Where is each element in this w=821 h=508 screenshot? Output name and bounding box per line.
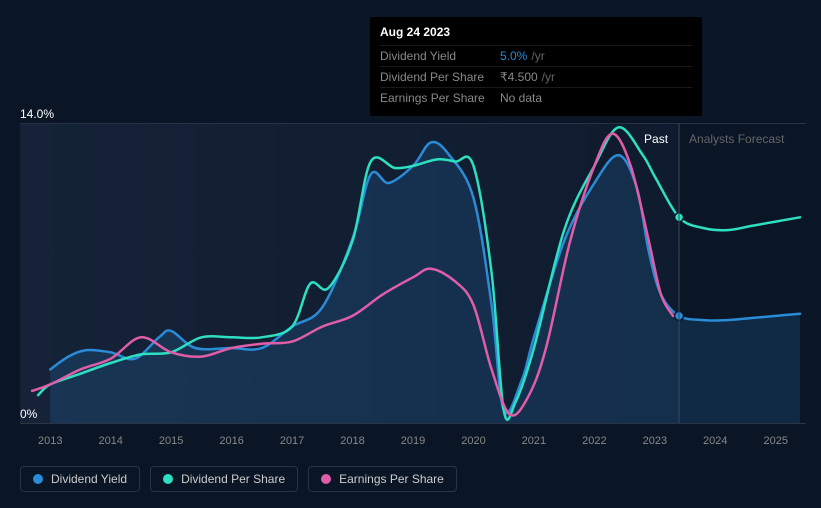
x-axis-tick: 2017 (280, 435, 304, 447)
tooltip-row-value: 5.0% (500, 49, 527, 63)
tooltip-row-unit: /yr (531, 49, 544, 63)
tooltip-row-label: Dividend Per Share (380, 70, 500, 84)
tooltip-row-label: Dividend Yield (380, 49, 500, 63)
chart-container: 14.0% 0% Past Analysts Forecast 2013 2014… (0, 0, 821, 508)
tooltip-row-value: No data (500, 91, 542, 105)
x-axis-tick: 2015 (159, 435, 183, 447)
legend-item-dividend-yield[interactable]: Dividend Yield (20, 466, 140, 492)
x-axis-tick: 2020 (461, 435, 485, 447)
x-axis-tick: 2021 (522, 435, 546, 447)
tooltip-row: Dividend Per Share ₹4.500 /yr (380, 66, 692, 87)
y-axis-min-label: 0% (20, 407, 37, 421)
x-axis-tick: 2016 (219, 435, 243, 447)
chart-legend: Dividend Yield Dividend Per Share Earnin… (20, 466, 457, 492)
legend-dot-icon (163, 474, 173, 484)
legend-item-label: Earnings Per Share (339, 472, 444, 486)
y-axis-max-label: 14.0% (20, 107, 54, 121)
gridline-bottom (20, 423, 806, 424)
past-label: Past (644, 132, 668, 146)
tooltip-row-label: Earnings Per Share (380, 91, 500, 105)
tooltip-date: Aug 24 2023 (380, 25, 692, 39)
x-axis-tick: 2013 (38, 435, 62, 447)
x-axis-tick: 2024 (703, 435, 727, 447)
tooltip-row: Dividend Yield 5.0% /yr (380, 45, 692, 66)
legend-item-label: Dividend Per Share (181, 472, 285, 486)
legend-dot-icon (33, 474, 43, 484)
forecast-label: Analysts Forecast (689, 132, 784, 146)
tooltip-row-value: ₹4.500 (500, 70, 538, 84)
legend-dot-icon (321, 474, 331, 484)
x-axis-tick: 2018 (340, 435, 364, 447)
legend-item-earnings-per-share[interactable]: Earnings Per Share (308, 466, 457, 492)
x-axis-tick: 2022 (582, 435, 606, 447)
chart-tooltip: Aug 24 2023 Dividend Yield 5.0% /yr Divi… (370, 17, 702, 116)
x-axis-tick: 2023 (643, 435, 667, 447)
tooltip-row: Earnings Per Share No data (380, 87, 692, 108)
legend-item-label: Dividend Yield (51, 472, 127, 486)
tooltip-row-unit: /yr (542, 70, 555, 84)
x-axis-tick: 2019 (401, 435, 425, 447)
legend-item-dividend-per-share[interactable]: Dividend Per Share (150, 466, 298, 492)
x-axis-tick: 2025 (764, 435, 788, 447)
forecast-shade (20, 123, 679, 423)
x-axis-tick: 2014 (98, 435, 122, 447)
